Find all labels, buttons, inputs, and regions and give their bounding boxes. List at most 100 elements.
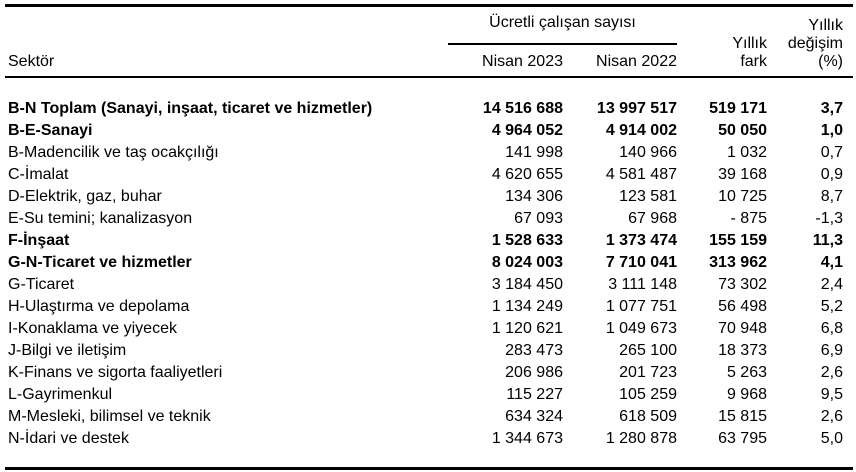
nisan-2023-cell: 134 306: [505, 188, 563, 205]
yillik-degisim-cell: 9,5: [820, 386, 843, 403]
sector-cell: I-Konaklama ve yiyecek: [8, 320, 177, 337]
nisan-2022-cell: 4 581 487: [605, 166, 677, 183]
table-header: Sektör Ücretli çalışan sayısı Yıllık far…: [5, 6, 853, 78]
yillik-fark-cell: 56 498: [718, 298, 767, 315]
yillik-degisim-cell: 11,3: [812, 232, 843, 249]
nisan-2023-cell: 4 620 655: [491, 166, 563, 183]
yillik-degisim-cell: 8,7: [820, 188, 843, 205]
nisan-2023-cell: 115 227: [506, 386, 563, 403]
yillik-fark-cell: 70 948: [718, 320, 767, 337]
yillik-degisim-cell: 2,6: [820, 364, 843, 381]
table-row: E-Su temini; kanalizasyon 67 093 67 968 …: [5, 208, 853, 230]
yillik-degisim-cell: 1,0: [820, 122, 843, 139]
nisan-2023-cell: 141 998: [505, 144, 563, 161]
table-row: L-Gayrimenkul 115 227 105 259 9 968 9,5: [5, 384, 853, 406]
yillik-degisim-cell: 2,4: [820, 276, 843, 293]
sector-cell: D-Elektrik, gaz, buhar: [8, 188, 162, 205]
table-row: I-Konaklama ve yiyecek 1 120 621 1 049 6…: [5, 318, 853, 340]
employees-by-sector-table: Sektör Ücretli çalışan sayısı Yıllık far…: [5, 4, 853, 470]
nisan-2022-cell: 140 966: [619, 144, 677, 161]
table-row: B-E-Sanayi 4 964 052 4 914 002 50 050 1,…: [5, 120, 853, 142]
nisan-2022-cell: 1 049 673: [605, 320, 677, 337]
nisan-2022-cell: 4 914 002: [605, 122, 677, 139]
table-row: N-İdari ve destek 1 344 673 1 280 878 63…: [5, 428, 853, 469]
employees-by-sector-table-wrap: Sektör Ücretli çalışan sayısı Yıllık far…: [5, 4, 853, 470]
sector-cell: B-N Toplam (Sanayi, inşaat, ticaret ve h…: [8, 100, 373, 117]
nisan-2022-cell: 105 259: [619, 386, 677, 403]
yillik-fark-cell: 18 373: [718, 342, 767, 359]
nisan-2023-cell: 3 184 450: [491, 276, 563, 293]
nisan-2022-cell: 123 581: [619, 188, 677, 205]
table-row: B-N Toplam (Sanayi, inşaat, ticaret ve h…: [5, 77, 853, 120]
nisan-2023-cell: 1 528 633: [491, 232, 563, 249]
annual-change-header-cell: Yıllık değişim (%): [767, 6, 853, 78]
table-body: B-N Toplam (Sanayi, inşaat, ticaret ve h…: [5, 77, 853, 469]
annual-change-column-header: Yıllık değişim (%): [787, 17, 843, 70]
sector-cell: B-Madencilik ve taş ocakçılığı: [8, 144, 219, 161]
nisan-2023-cell: 14 516 688: [482, 100, 563, 117]
nisan-2022-cell: 1 077 751: [605, 298, 677, 315]
yillik-fark-cell: 15 815: [718, 408, 767, 425]
sector-cell: C-İmalat: [8, 166, 69, 183]
yillik-fark-cell: 519 171: [709, 100, 767, 117]
nisan-2022-cell: 265 100: [619, 342, 677, 359]
sector-cell: G-N-Ticaret ve hizmetler: [8, 254, 192, 271]
nisan-2023-cell: 1 120 621: [491, 320, 563, 337]
sector-cell: K-Finans ve sigorta faaliyetleri: [8, 364, 223, 381]
nisan-2022-cell: 1 280 878: [605, 430, 677, 447]
yillik-fark-cell: 9 968: [726, 386, 767, 403]
yillik-degisim-cell: 4,1: [820, 254, 843, 271]
sector-cell: M-Mesleki, bilimsel ve teknik: [8, 408, 211, 425]
annual-difference-header-cell: Yıllık fark: [677, 6, 767, 78]
yillik-fark-cell: 63 795: [718, 430, 767, 447]
nisan-2022-column-header: Nisan 2022: [596, 53, 677, 70]
yillik-fark-cell: - 875: [730, 210, 767, 227]
yillik-degisim-cell: 6,9: [820, 342, 843, 359]
nisan-2023-column-header: Nisan 2023: [482, 53, 563, 70]
nisan-2023-cell: 283 473: [505, 342, 563, 359]
yillik-degisim-cell: 2,6: [820, 408, 843, 425]
table-row: M-Mesleki, bilimsel ve teknik 634 324 61…: [5, 406, 853, 428]
annual-difference-column-header: Yıllık fark: [732, 35, 767, 70]
table-row: G-Ticaret 3 184 450 3 111 148 73 302 2,4: [5, 274, 853, 296]
nisan-2023-cell: 8 024 003: [491, 254, 563, 271]
table-row: J-Bilgi ve iletişim 283 473 265 100 18 3…: [5, 340, 853, 362]
yillik-degisim-cell: 3,7: [820, 100, 843, 117]
yillik-fark-cell: 50 050: [718, 122, 767, 139]
sector-cell: B-E-Sanayi: [8, 122, 93, 139]
yillik-fark-cell: 1 032: [726, 144, 767, 161]
table-row: D-Elektrik, gaz, buhar 134 306 123 581 1…: [5, 186, 853, 208]
sector-cell: N-İdari ve destek: [8, 430, 129, 447]
table-row: K-Finans ve sigorta faaliyetleri 206 986…: [5, 362, 853, 384]
nisan-2022-cell: 13 997 517: [596, 100, 677, 117]
sector-cell: G-Ticaret: [8, 276, 75, 293]
nisan-2022-cell: 3 111 148: [608, 276, 677, 293]
paid-employees-group-header: Ücretli çalışan sayısı: [448, 7, 677, 45]
nisan-2023-cell: 1 344 673: [491, 430, 563, 447]
sector-cell: F-İnşaat: [8, 232, 70, 249]
yillik-fark-cell: 39 168: [718, 166, 767, 183]
sector-cell: J-Bilgi ve iletişim: [8, 342, 127, 359]
nisan-2022-cell: 67 968: [628, 210, 677, 227]
sector-cell: E-Su temini; kanalizasyon: [8, 210, 193, 227]
sector-column-header: Sektör: [8, 53, 55, 70]
sector-cell: H-Ulaştırma ve depolama: [8, 298, 190, 315]
nisan-2022-cell: 1 373 474: [605, 232, 677, 249]
yillik-fark-cell: 155 159: [709, 232, 767, 249]
nisan-2023-cell: 206 986: [505, 364, 563, 381]
yillik-fark-cell: 313 962: [709, 254, 767, 271]
nisan-2022-cell: 7 710 041: [605, 254, 677, 271]
nisan-2023-cell: 67 093: [514, 210, 563, 227]
nisan-2023-cell: 1 134 249: [491, 298, 563, 315]
paid-employees-group-header-cell: Ücretli çalışan sayısı: [435, 6, 677, 45]
yillik-fark-cell: 73 302: [718, 276, 767, 293]
nisan-2022-cell: 618 509: [619, 408, 677, 425]
nisan-2023-cell: 4 964 052: [491, 122, 563, 139]
table-row: F-İnşaat 1 528 633 1 373 474 155 159 11,…: [5, 230, 853, 252]
yillik-degisim-cell: 0,9: [820, 166, 843, 183]
yillik-degisim-cell: 6,8: [820, 320, 843, 337]
yillik-degisim-cell: -1,3: [815, 210, 843, 227]
yillik-degisim-cell: 5,2: [820, 298, 843, 315]
table-row: G-N-Ticaret ve hizmetler 8 024 003 7 710…: [5, 252, 853, 274]
nisan-2022-cell: 201 723: [619, 364, 677, 381]
